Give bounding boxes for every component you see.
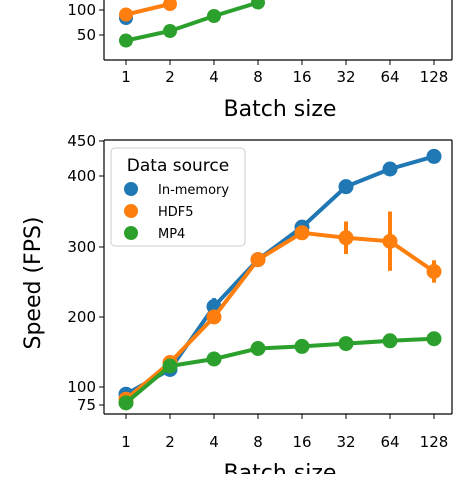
data-point xyxy=(206,351,222,367)
bottom-x-tick-label: 4 xyxy=(209,433,219,451)
bottom-x-tick-label: 64 xyxy=(380,433,399,451)
data-point xyxy=(338,336,354,352)
top-x-tick-label: 1 xyxy=(121,68,131,86)
top-x-tick-label: 64 xyxy=(380,68,399,86)
bottom-x-tick-label: 8 xyxy=(253,433,263,451)
top-plot-area xyxy=(119,0,265,48)
data-point xyxy=(382,333,398,349)
bottom-y-tick-label: 450 xyxy=(67,132,96,150)
bottom-x-axis-label: Batch size xyxy=(224,461,337,474)
top-data-point xyxy=(119,7,133,22)
bottom-y-tick-label: 400 xyxy=(67,167,96,185)
bottom-y-axis-label: Speed (FPS) xyxy=(21,216,46,349)
data-point xyxy=(294,225,310,241)
legend-marker-in-memory xyxy=(124,182,138,196)
bottom-series-mp4 xyxy=(118,331,442,411)
top-series-line-1 xyxy=(125,2,171,17)
bottom-y-tick-label: 200 xyxy=(67,308,96,326)
data-point xyxy=(382,161,398,177)
bottom-x-tick-label: 16 xyxy=(292,433,311,451)
bottom-x-tick-label: 32 xyxy=(336,433,355,451)
top-y-tick-label: 100 xyxy=(67,1,96,19)
data-point xyxy=(206,309,222,325)
data-point xyxy=(250,341,266,356)
top-data-point xyxy=(207,9,221,23)
top-data-point xyxy=(119,33,133,48)
legend-label-hdf5: HDF5 xyxy=(158,205,194,220)
top-panel: 50 100 1 2 4 8 16 32 64 128 Batch size xyxy=(67,0,453,122)
data-point xyxy=(162,358,178,374)
data-point xyxy=(338,230,354,246)
legend-frame xyxy=(110,147,246,247)
top-x-tick-label: 16 xyxy=(292,68,311,86)
top-x-tick-label: 32 xyxy=(336,68,355,86)
top-series-group xyxy=(119,0,265,48)
bottom-y-tick-label: 100 xyxy=(67,378,96,396)
legend-label-in-memory: In-memory xyxy=(158,183,229,198)
legend-marker-mp4 xyxy=(124,226,138,240)
top-x-axis-label: Batch size xyxy=(224,97,337,122)
bottom-plot-area xyxy=(118,148,442,411)
top-x-tick-label: 4 xyxy=(209,68,219,86)
data-point xyxy=(338,179,354,195)
top-y-tick-label: 50 xyxy=(77,26,96,44)
data-point xyxy=(294,338,310,354)
top-x-tick-label: 2 xyxy=(165,68,175,86)
legend-label-mp4: MP4 xyxy=(158,227,185,242)
data-point xyxy=(426,148,442,164)
top-data-point xyxy=(251,0,265,10)
data-point xyxy=(426,331,442,347)
top-x-tick-label: 8 xyxy=(253,68,263,86)
series-line xyxy=(125,154,435,396)
top-data-point xyxy=(163,24,177,38)
data-point xyxy=(382,233,398,249)
data-point xyxy=(118,395,134,411)
legend-marker-hdf5 xyxy=(124,204,138,218)
legend-title: Data source xyxy=(127,156,229,176)
legend: Data source In-memory HDF5 MP4 xyxy=(110,147,246,247)
bottom-x-tick-label: 1 xyxy=(121,433,131,451)
bottom-x-tick-label: 2 xyxy=(165,433,175,451)
top-axes: 50 100 1 2 4 8 16 32 64 128 xyxy=(67,0,453,86)
top-series-line-2 xyxy=(125,0,259,43)
bottom-x-tick-label: 128 xyxy=(420,433,449,451)
top-data-point xyxy=(163,0,177,11)
data-point xyxy=(250,252,266,268)
bottom-y-tick-label: 300 xyxy=(67,238,96,256)
data-point xyxy=(426,264,442,279)
bottom-y-tick-label: 75 xyxy=(77,396,96,414)
top-x-tick-label: 128 xyxy=(420,68,449,86)
